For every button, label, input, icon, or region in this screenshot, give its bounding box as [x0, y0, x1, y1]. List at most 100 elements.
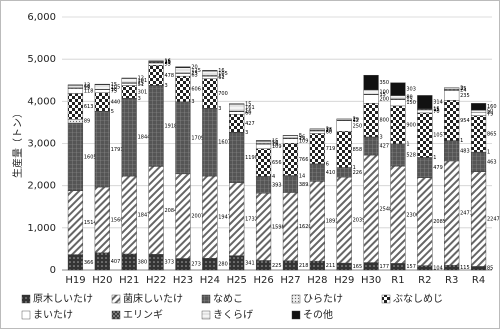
- value-label: 1918: [164, 123, 177, 129]
- value-label: 15: [272, 138, 278, 144]
- x-tick-label: H22: [146, 275, 166, 286]
- legend-label: その他: [303, 308, 333, 321]
- value-label: 15: [164, 59, 170, 65]
- bar-segment: [148, 166, 164, 255]
- value-label: 101: [138, 78, 148, 84]
- bar-segment: [148, 85, 164, 167]
- y-tick-label: 3,000: [27, 139, 56, 150]
- bar-segment: [121, 98, 137, 177]
- x-tick-label: R3: [445, 275, 458, 286]
- bar-segment: [202, 257, 218, 271]
- bar-segment: [363, 262, 379, 271]
- legend-label: きくらげ: [213, 309, 253, 321]
- value-label: 1: [487, 150, 490, 156]
- value-label: 12: [353, 118, 359, 124]
- y-axis-label: 生産量（トン）: [11, 108, 24, 178]
- value-label: 75: [111, 89, 117, 95]
- value-label: 3: [379, 135, 382, 141]
- y-tick-label: 2,000: [27, 181, 56, 192]
- value-label: 16: [164, 59, 170, 65]
- x-tick-label: H30: [361, 275, 381, 286]
- bar-segment: [444, 160, 460, 266]
- bar-segment: [390, 263, 406, 271]
- legend-swatch: [201, 310, 211, 320]
- y-tick-label: 5,000: [27, 54, 56, 65]
- value-label: 440: [111, 100, 121, 106]
- value-label: 24: [460, 87, 466, 93]
- bar-segment: [470, 115, 487, 153]
- value-label: 15: [218, 73, 224, 79]
- value-label: 79: [487, 111, 493, 117]
- value-label: 1: [406, 141, 409, 147]
- bar-segment: [309, 260, 325, 271]
- value-label: 1847: [138, 213, 151, 219]
- value-label: 3: [138, 96, 141, 102]
- value-label: 407: [111, 259, 121, 265]
- bar-segment: [67, 84, 84, 86]
- value-label: 1791: [111, 147, 124, 153]
- x-tick-label: R4: [472, 275, 485, 286]
- bar-segment: [229, 182, 245, 256]
- value-label: 89: [84, 119, 90, 125]
- bar-segment: [229, 104, 245, 112]
- bar-segment: [229, 103, 245, 105]
- legend-swatch: [111, 294, 121, 304]
- bar-segment: [229, 111, 245, 115]
- bar-segment: [255, 260, 272, 271]
- value-label: 200: [379, 97, 389, 103]
- bar-segment: [202, 70, 218, 76]
- bar-segment: [282, 135, 299, 139]
- legend-label: まいたけ: [33, 309, 73, 321]
- value-label: 1560: [111, 217, 124, 223]
- value-label: 1732: [245, 217, 258, 223]
- y-tick-label: 0: [50, 265, 56, 276]
- value-label: 2306: [406, 212, 419, 218]
- value-label: 800: [379, 118, 389, 124]
- bar-segment: [470, 266, 487, 271]
- legend-swatch: [381, 294, 391, 304]
- value-label: 1598: [272, 224, 285, 230]
- value-label: 10: [111, 87, 117, 93]
- bar-segment: [255, 143, 272, 149]
- bar-segment: [390, 82, 406, 96]
- x-tick-label: H24: [200, 275, 220, 286]
- x-tick-label: H25: [227, 275, 247, 286]
- value-label: 2: [487, 110, 490, 116]
- value-label: 15: [379, 92, 385, 98]
- value-label: 15: [84, 86, 90, 92]
- value-label: 85: [487, 266, 493, 272]
- bar-segment: [255, 192, 272, 261]
- bar-segment: [67, 119, 84, 124]
- value-label: 478: [164, 73, 174, 79]
- value-label: 700: [218, 91, 228, 97]
- x-tick-label: H21: [119, 275, 139, 286]
- value-label: 1514: [84, 220, 97, 226]
- bar-segment: [363, 103, 379, 138]
- bar-segment: [67, 85, 84, 89]
- value-label: 613: [84, 104, 94, 110]
- bar-segment: [336, 131, 352, 168]
- value-label: 373: [164, 260, 174, 266]
- value-label: 280: [218, 262, 228, 268]
- value-label: 410: [326, 170, 336, 176]
- bar-segment: [255, 140, 272, 142]
- value-label: 105: [218, 71, 228, 77]
- legend-label: 原木しいたけ: [33, 293, 93, 305]
- bar-segment: [363, 136, 379, 156]
- value-label: 60: [84, 84, 90, 90]
- value-label: 100: [379, 90, 389, 96]
- value-label: 2548: [379, 206, 392, 212]
- value-label: 60: [326, 130, 332, 136]
- bar-segment: [470, 112, 487, 116]
- value-label: 109: [299, 138, 309, 144]
- bar-segment: [363, 74, 379, 91]
- bar-segment: [309, 128, 325, 131]
- value-label: 51: [138, 82, 144, 88]
- value-label: 225: [272, 263, 282, 269]
- bar-segment: [390, 105, 406, 145]
- bar-segment: [309, 130, 325, 134]
- legend-swatch: [291, 294, 301, 304]
- value-label: 1947: [218, 215, 231, 221]
- value-label: 12: [84, 83, 90, 89]
- bar-segment: [202, 70, 218, 72]
